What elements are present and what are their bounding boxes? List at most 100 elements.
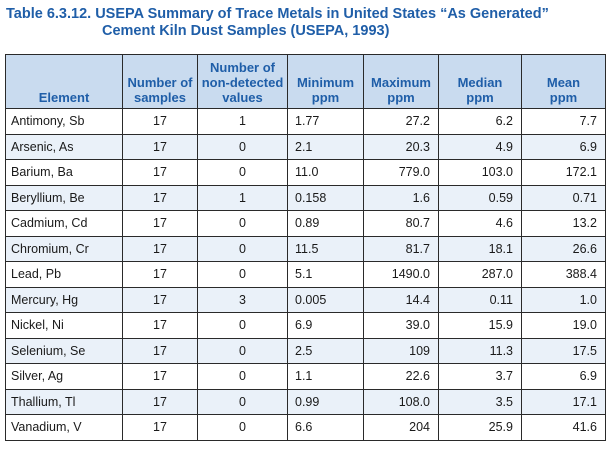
minimum-cell: 11.5	[287, 235, 364, 262]
non-detected-cell: 1	[197, 184, 288, 211]
maximum-cell: 22.6	[363, 363, 439, 390]
column-header-text: Maximum	[371, 75, 431, 90]
element-cell: Arsenic, As	[5, 133, 123, 160]
maximum-cell: 779.0	[363, 159, 439, 186]
table-row: Beryllium, Be 17 1 0.158 1.6 0.59 0.71	[5, 184, 606, 211]
maximum-cell: 81.7	[363, 235, 439, 262]
column-header-number-of-samples: Number of samples	[122, 54, 198, 109]
table-title: Table 6.3.12. USEPA Summary of Trace Met…	[6, 6, 602, 40]
table-row: Selenium, Se 17 0 2.5 109 11.3 17.5	[5, 337, 606, 364]
column-header-text: Minimum	[296, 75, 355, 90]
table-row: Thallium, Tl 17 0 0.99 108.0 3.5 17.1	[5, 388, 606, 415]
samples-cell: 17	[122, 388, 198, 415]
median-cell: 15.9	[438, 312, 522, 339]
median-cell: 18.1	[438, 235, 522, 262]
column-header-non-detected-values: Number of non-detected values	[197, 54, 288, 109]
non-detected-cell: 0	[197, 235, 288, 262]
minimum-cell: 6.9	[287, 312, 364, 339]
samples-cell: 17	[122, 108, 198, 135]
mean-cell: 6.9	[521, 363, 606, 390]
non-detected-cell: 0	[197, 337, 288, 364]
column-header-text: ppm	[387, 90, 415, 105]
samples-cell: 17	[122, 133, 198, 160]
mean-cell: 26.6	[521, 235, 606, 262]
median-cell: 103.0	[438, 159, 522, 186]
table-row: Antimony, Sb 17 1 1.77 27.2 6.2 7.7	[5, 108, 606, 135]
table-row: Silver, Ag 17 0 1.1 22.6 3.7 6.9	[5, 363, 606, 390]
column-header-text: ppm	[466, 90, 494, 105]
element-cell: Silver, Ag	[5, 363, 123, 390]
column-header-text: values	[222, 90, 263, 105]
minimum-cell: 11.0	[287, 159, 364, 186]
table-row: Lead, Pb 17 0 5.1 1490.0 287.0 388.4	[5, 261, 606, 288]
samples-cell: 17	[122, 414, 198, 441]
table-row: Barium, Ba 17 0 11.0 779.0 103.0 172.1	[5, 159, 606, 186]
median-cell: 0.11	[438, 286, 522, 313]
median-cell: 25.9	[438, 414, 522, 441]
mean-cell: 1.0	[521, 286, 606, 313]
maximum-cell: 204	[363, 414, 439, 441]
samples-cell: 17	[122, 159, 198, 186]
minimum-cell: 0.005	[287, 286, 364, 313]
samples-cell: 17	[122, 184, 198, 211]
median-cell: 4.6	[438, 210, 522, 237]
maximum-cell: 1.6	[363, 184, 439, 211]
column-header-text: Mean	[546, 75, 581, 90]
non-detected-cell: 0	[197, 159, 288, 186]
samples-cell: 17	[122, 337, 198, 364]
non-detected-cell: 0	[197, 312, 288, 339]
mean-cell: 41.6	[521, 414, 606, 441]
element-cell: Antimony, Sb	[5, 108, 123, 135]
maximum-cell: 80.7	[363, 210, 439, 237]
minimum-cell: 6.6	[287, 414, 364, 441]
median-cell: 4.9	[438, 133, 522, 160]
table-row: Vanadium, V 17 0 6.6 204 25.9 41.6	[5, 414, 606, 441]
element-cell: Mercury, Hg	[5, 286, 123, 313]
mean-cell: 0.71	[521, 184, 606, 211]
column-header-text: non-detected	[201, 75, 284, 90]
column-header-text: Number of	[210, 60, 275, 75]
minimum-cell: 0.89	[287, 210, 364, 237]
maximum-cell: 109	[363, 337, 439, 364]
median-cell: 0.59	[438, 184, 522, 211]
column-header-text: Median	[457, 75, 503, 90]
trace-metals-table: Element Number of samples Number of non-dete…	[5, 54, 606, 441]
non-detected-cell: 0	[197, 133, 288, 160]
samples-cell: 17	[122, 363, 198, 390]
minimum-cell: 5.1	[287, 261, 364, 288]
element-cell: Nickel, Ni	[5, 312, 123, 339]
non-detected-cell: 0	[197, 363, 288, 390]
table-title-line-1: Table 6.3.12. USEPA Summary of Trace Met…	[6, 6, 549, 22]
mean-cell: 17.1	[521, 388, 606, 415]
samples-cell: 17	[122, 286, 198, 313]
element-cell: Chromium, Cr	[5, 235, 123, 262]
element-cell: Cadmium, Cd	[5, 210, 123, 237]
column-header-median-ppm: Median ppm	[438, 54, 522, 109]
maximum-cell: 20.3	[363, 133, 439, 160]
mean-cell: 13.2	[521, 210, 606, 237]
samples-cell: 17	[122, 312, 198, 339]
table-row: Chromium, Cr 17 0 11.5 81.7 18.1 26.6	[5, 235, 606, 262]
minimum-cell: 2.5	[287, 337, 364, 364]
samples-cell: 17	[122, 261, 198, 288]
mean-cell: 19.0	[521, 312, 606, 339]
non-detected-cell: 0	[197, 388, 288, 415]
element-cell: Thallium, Tl	[5, 388, 123, 415]
column-header-text: Number of	[127, 75, 193, 90]
mean-cell: 172.1	[521, 159, 606, 186]
table-row: Mercury, Hg 17 3 0.005 14.4 0.11 1.0	[5, 286, 606, 313]
element-cell: Beryllium, Be	[5, 184, 123, 211]
column-header-text: samples	[133, 90, 187, 105]
column-header-minimum-ppm: Minimum ppm	[287, 54, 364, 109]
median-cell: 6.2	[438, 108, 522, 135]
column-header-element: Element	[5, 54, 123, 109]
element-cell: Barium, Ba	[5, 159, 123, 186]
element-cell: Vanadium, V	[5, 414, 123, 441]
column-header-mean-ppm: Mean ppm	[521, 54, 606, 109]
median-cell: 3.7	[438, 363, 522, 390]
table-row: Arsenic, As 17 0 2.1 20.3 4.9 6.9	[5, 133, 606, 160]
maximum-cell: 39.0	[363, 312, 439, 339]
table-row: Cadmium, Cd 17 0 0.89 80.7 4.6 13.2	[5, 210, 606, 237]
samples-cell: 17	[122, 235, 198, 262]
minimum-cell: 0.158	[287, 184, 364, 211]
